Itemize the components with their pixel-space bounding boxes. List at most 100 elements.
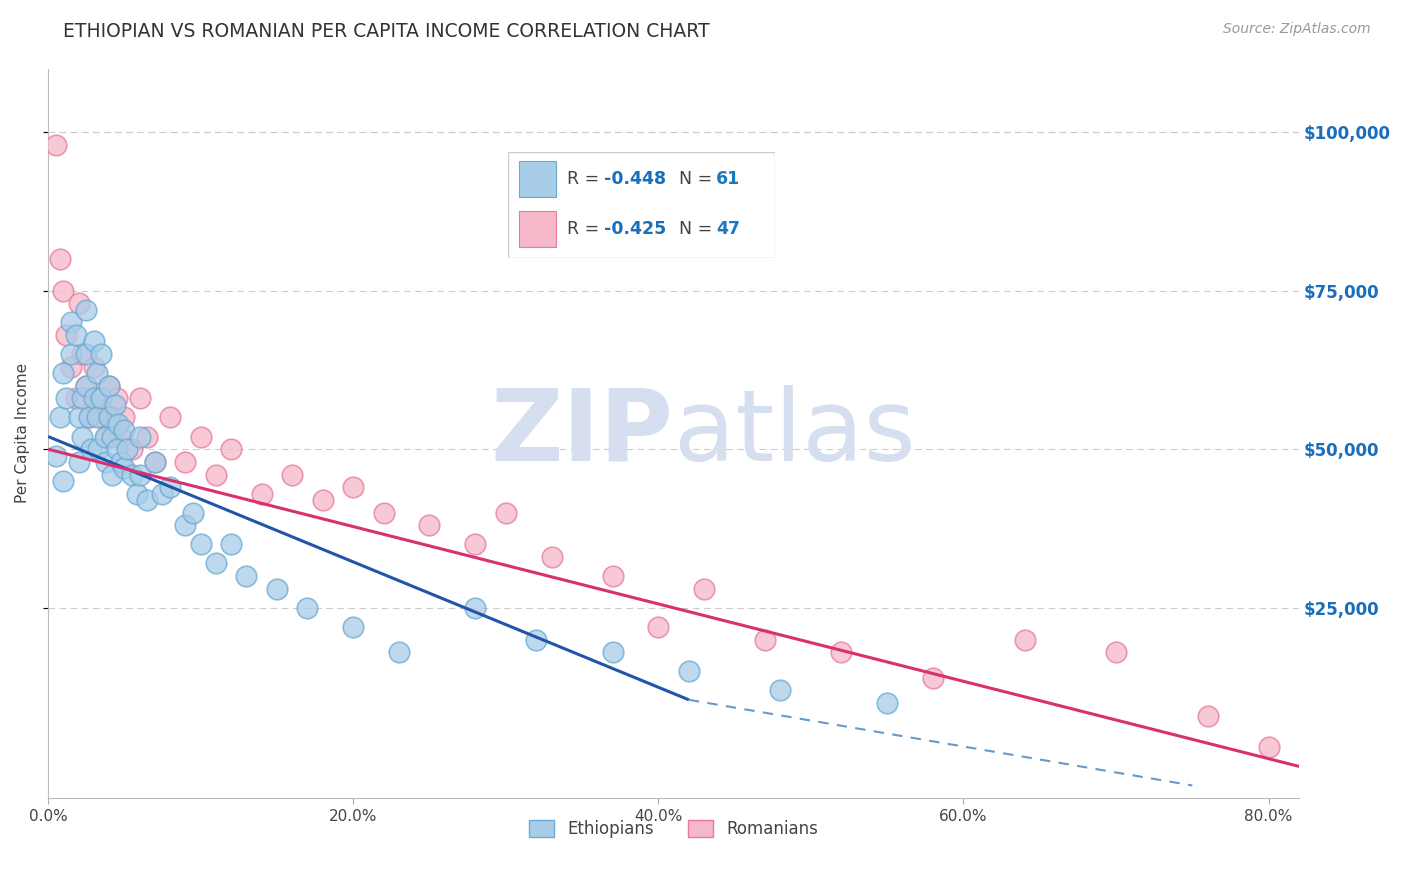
Legend: Ethiopians, Romanians: Ethiopians, Romanians [523, 813, 824, 845]
Point [59, 347, 82, 361]
Text: 47: 47 [716, 220, 741, 238]
Point [125, 486, 148, 500]
Point [90, 410, 112, 425]
Point [181, 506, 204, 520]
Point [83, 359, 105, 374]
Point [388, 645, 411, 659]
Point [190, 537, 212, 551]
Point [105, 392, 128, 406]
Point [112, 423, 135, 437]
Point [128, 467, 150, 482]
Point [67, 455, 90, 469]
Point [678, 665, 700, 679]
FancyBboxPatch shape [519, 161, 557, 197]
Point [45, 137, 67, 152]
Point [174, 518, 197, 533]
Point [602, 569, 624, 583]
Point [342, 620, 364, 634]
Point [205, 557, 228, 571]
Text: -0.448: -0.448 [605, 170, 666, 188]
Point [52, 474, 75, 488]
Point [67, 410, 90, 425]
Point [52, 366, 75, 380]
Point [80, 442, 103, 457]
Point [101, 410, 124, 425]
Text: R =: R = [567, 220, 605, 238]
Point [121, 442, 143, 457]
Point [647, 620, 669, 634]
FancyBboxPatch shape [508, 152, 775, 258]
Point [495, 506, 517, 520]
Point [105, 442, 128, 457]
Point [94, 455, 117, 469]
Point [55, 328, 77, 343]
Point [52, 284, 75, 298]
Point [110, 455, 132, 469]
Point [98, 410, 121, 425]
Point [524, 632, 547, 647]
Point [121, 467, 143, 482]
Point [87, 442, 110, 457]
Point [59, 315, 82, 329]
Point [1257, 740, 1279, 755]
Point [70, 392, 93, 406]
Point [59, 359, 82, 374]
Point [1105, 645, 1128, 659]
Point [205, 467, 228, 482]
Point [49, 252, 72, 266]
Point [235, 569, 257, 583]
Point [90, 347, 112, 361]
Point [98, 378, 121, 392]
Text: 61: 61 [716, 170, 741, 188]
Point [464, 600, 486, 615]
FancyBboxPatch shape [519, 211, 557, 247]
Point [77, 410, 100, 425]
Text: ETHIOPIAN VS ROMANIAN PER CAPITA INCOME CORRELATION CHART: ETHIOPIAN VS ROMANIAN PER CAPITA INCOME … [63, 22, 710, 41]
Point [418, 518, 440, 533]
Point [830, 645, 852, 659]
Point [70, 429, 93, 443]
Point [1014, 632, 1036, 647]
Point [136, 429, 159, 443]
Text: -0.425: -0.425 [605, 220, 666, 238]
Point [136, 492, 159, 507]
Point [373, 506, 395, 520]
Text: Source: ZipAtlas.com: Source: ZipAtlas.com [1223, 22, 1371, 37]
Point [128, 392, 150, 406]
Point [55, 392, 77, 406]
Text: N =: N = [679, 170, 717, 188]
Point [693, 582, 716, 596]
Point [342, 480, 364, 494]
Point [65, 392, 87, 406]
Point [83, 334, 105, 349]
Point [174, 455, 197, 469]
Point [143, 455, 166, 469]
Point [86, 398, 108, 412]
Point [45, 449, 67, 463]
Point [75, 302, 97, 317]
Point [250, 486, 273, 500]
Point [602, 645, 624, 659]
Point [94, 429, 117, 443]
Point [297, 600, 319, 615]
Point [117, 442, 139, 457]
Y-axis label: Per Capita Income: Per Capita Income [15, 363, 30, 503]
Point [1197, 708, 1219, 723]
Point [104, 398, 127, 412]
Point [464, 537, 486, 551]
Point [266, 582, 288, 596]
Point [769, 683, 792, 698]
Text: atlas: atlas [673, 384, 915, 482]
Point [754, 632, 776, 647]
Point [922, 671, 945, 685]
Text: N =: N = [679, 220, 717, 238]
Point [219, 442, 242, 457]
Point [98, 378, 121, 392]
Point [159, 410, 181, 425]
Point [128, 429, 150, 443]
Point [152, 486, 174, 500]
Point [83, 392, 105, 406]
Point [86, 410, 108, 425]
Point [312, 492, 335, 507]
Point [112, 410, 135, 425]
